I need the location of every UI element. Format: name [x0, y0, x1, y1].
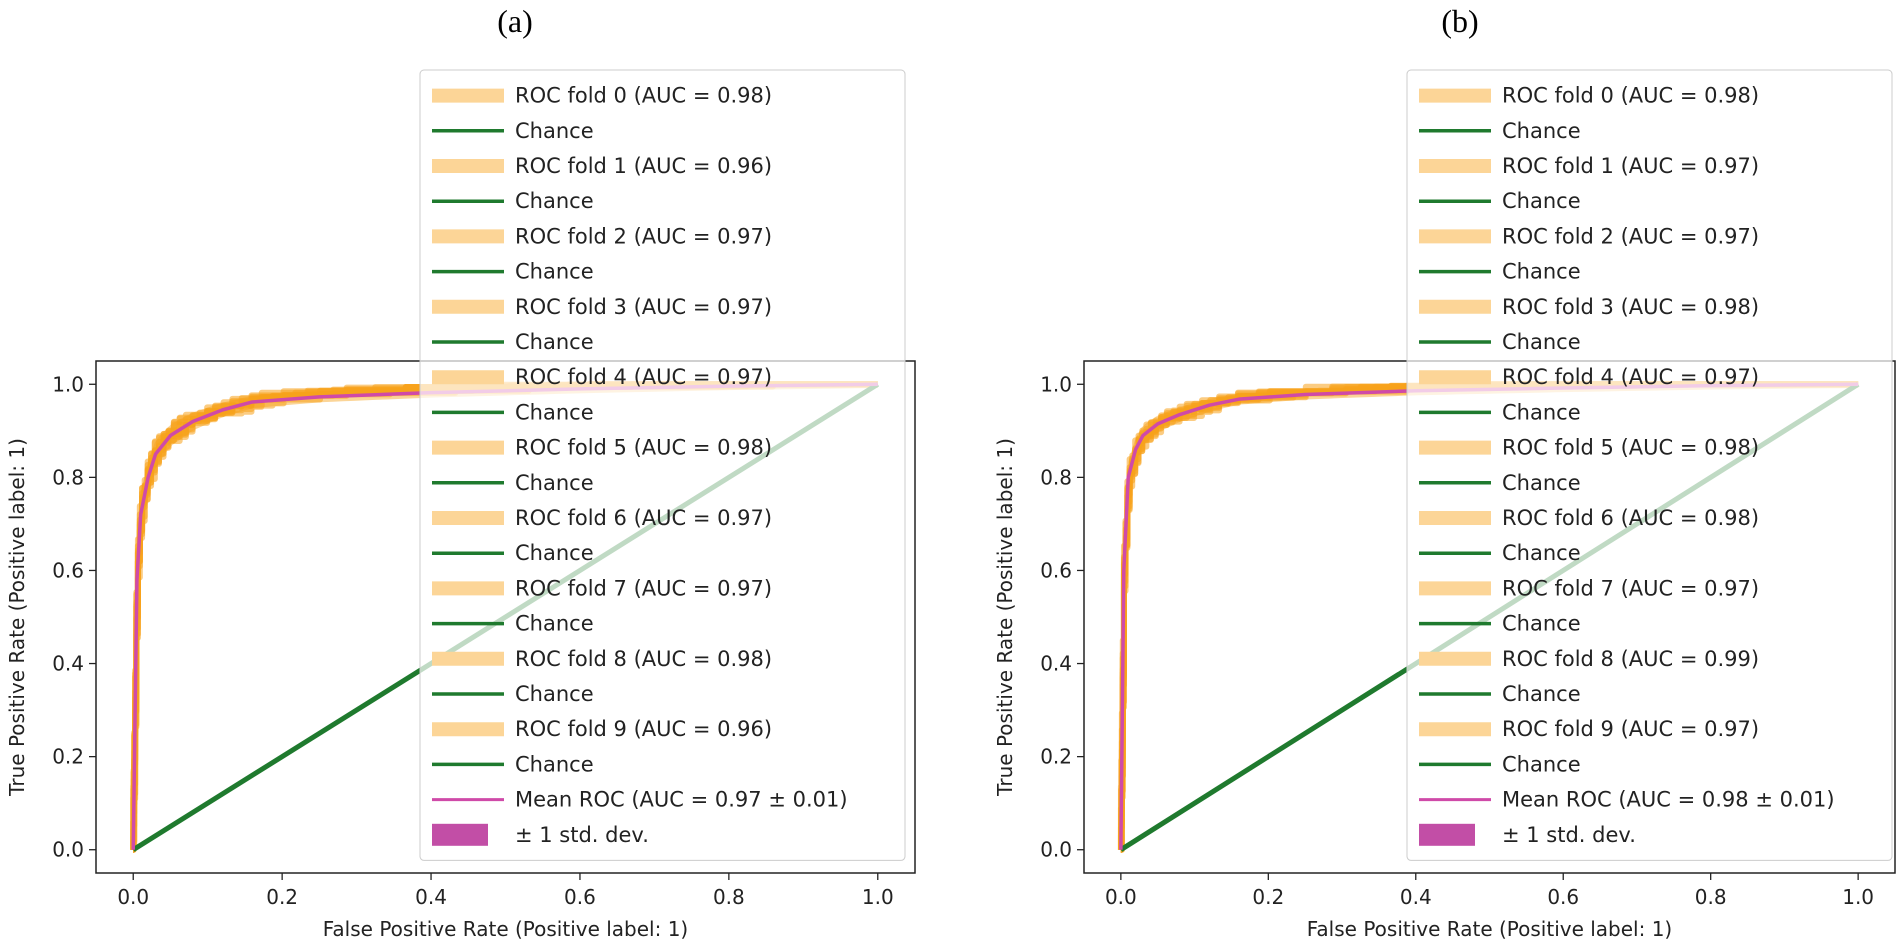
- x-tick-label: 0.6: [1547, 885, 1579, 909]
- panel-label: (b): [1441, 3, 1478, 39]
- legend-entry-label: ROC fold 1 (AUC = 0.96): [515, 154, 772, 178]
- panel-label: (a): [497, 3, 533, 39]
- chart-panel-0: (a) 0.0 0.2 0.4 0.6 0.8 1.0 0.0 0.2 0.4 0.6 0.8 1.0 F…: [5, 3, 916, 941]
- legend-box: [419, 69, 906, 861]
- legend-entry-label: ROC fold 9 (AUC = 0.96): [515, 717, 772, 741]
- legend-entry-label: Chance: [1502, 612, 1581, 636]
- x-tick-label: 1.0: [862, 885, 894, 909]
- legend-entry-label: ROC fold 4 (AUC = 0.97): [1502, 365, 1759, 389]
- legend-handle-std: [1419, 823, 1475, 846]
- legend-entry-label: Mean ROC (AUC = 0.97 ± 0.01): [515, 788, 848, 812]
- legend-entry-label: ROC fold 6 (AUC = 0.97): [515, 506, 772, 530]
- legend-entry-label: ROC fold 5 (AUC = 0.98): [515, 436, 772, 460]
- x-tick-label: 1.0: [1842, 885, 1874, 909]
- x-tick-label: 0.2: [1252, 885, 1284, 909]
- legend-entry-label: ROC fold 4 (AUC = 0.97): [515, 365, 772, 389]
- legend-box: [1406, 69, 1893, 861]
- legend-entry-label: Chance: [1502, 400, 1581, 424]
- y-tick-label: 1.0: [52, 372, 84, 396]
- y-tick-label: 0.8: [52, 465, 84, 489]
- legend: ROC fold 0 (AUC = 0.98) Chance ROC fold 1 …: [1406, 69, 1893, 861]
- legend-entry-label: ROC fold 7 (AUC = 0.97): [515, 576, 772, 600]
- legend-entry-label: ± 1 std. dev.: [515, 823, 649, 847]
- legend-entry-label: ROC fold 8 (AUC = 0.99): [1502, 647, 1759, 671]
- legend-entry-label: Chance: [1502, 260, 1581, 284]
- legend-entry-label: Chance: [1502, 682, 1581, 706]
- legend-entry-label: ROC fold 2 (AUC = 0.97): [515, 224, 772, 248]
- legend-entry-label: ROC fold 9 (AUC = 0.97): [1502, 717, 1759, 741]
- x-tick-label: 0.2: [266, 885, 298, 909]
- y-tick-label: 0.4: [52, 652, 84, 676]
- legend-entry-label: Chance: [515, 330, 594, 354]
- legend-entry-label: Chance: [515, 260, 594, 284]
- legend-entry-label: Chance: [515, 682, 594, 706]
- legend-entry-label: ROC fold 3 (AUC = 0.98): [1502, 295, 1759, 319]
- x-tick-label: 0.8: [1695, 885, 1727, 909]
- x-tick-label: 0.6: [564, 885, 596, 909]
- y-tick-label: 1.0: [1040, 372, 1072, 396]
- x-tick-label: 0.4: [1400, 885, 1432, 909]
- x-tick-label: 0.4: [415, 885, 447, 909]
- legend-entry-label: Chance: [1502, 119, 1581, 143]
- y-tick-label: 0.0: [52, 838, 84, 862]
- legend-entry-label: ROC fold 1 (AUC = 0.97): [1502, 154, 1759, 178]
- y-axis-label: True Positive Rate (Positive label: 1): [5, 438, 29, 797]
- legend-entry-label: Chance: [1502, 541, 1581, 565]
- y-axis-label: True Positive Rate (Positive label: 1): [993, 438, 1017, 797]
- x-tick-label: 0.0: [1105, 885, 1137, 909]
- y-tick-label: 0.8: [1040, 465, 1072, 489]
- legend-entry-label: Chance: [515, 541, 594, 565]
- legend-entry-label: ROC fold 2 (AUC = 0.97): [1502, 224, 1759, 248]
- legend-entry-label: Chance: [515, 119, 594, 143]
- y-tick-label: 0.2: [52, 745, 84, 769]
- legend-entry-label: ROC fold 8 (AUC = 0.98): [515, 647, 772, 671]
- legend-entry-label: ROC fold 3 (AUC = 0.97): [515, 295, 772, 319]
- legend-entry-label: ROC fold 5 (AUC = 0.98): [1502, 436, 1759, 460]
- legend-entry-label: Chance: [1502, 330, 1581, 354]
- legend-entry-label: Chance: [1502, 189, 1581, 213]
- y-tick-label: 0.4: [1040, 652, 1072, 676]
- chart-panel-1: (b) 0.0 0.2 0.4 0.6 0.8 1.0 0.0 0.2 0.4 0.6 0.8 1.0 F…: [993, 3, 1896, 941]
- x-axis-label: False Positive Rate (Positive label: 1): [323, 917, 689, 941]
- legend-entry-label: ROC fold 0 (AUC = 0.98): [1502, 84, 1759, 108]
- y-tick-label: 0.2: [1040, 745, 1072, 769]
- y-tick-label: 0.0: [1040, 838, 1072, 862]
- legend-entry-label: Chance: [515, 189, 594, 213]
- legend-entry-label: ± 1 std. dev.: [1502, 823, 1636, 847]
- legend-entry-label: Chance: [515, 400, 594, 424]
- legend-entry-label: Chance: [515, 612, 594, 636]
- x-tick-label: 0.0: [117, 885, 149, 909]
- legend-entry-label: Chance: [1502, 752, 1581, 776]
- legend: ROC fold 0 (AUC = 0.98) Chance ROC fold 1 …: [419, 69, 906, 861]
- legend-entry-label: ROC fold 0 (AUC = 0.98): [515, 84, 772, 108]
- legend-entry-label: ROC fold 6 (AUC = 0.98): [1502, 506, 1759, 530]
- y-tick-label: 0.6: [52, 558, 84, 582]
- x-tick-label: 0.8: [713, 885, 745, 909]
- legend-entry-label: Mean ROC (AUC = 0.98 ± 0.01): [1502, 788, 1835, 812]
- y-tick-label: 0.6: [1040, 558, 1072, 582]
- x-axis-label: False Positive Rate (Positive label: 1): [1307, 917, 1673, 941]
- legend-handle-std: [432, 823, 488, 846]
- legend-entry-label: Chance: [515, 752, 594, 776]
- legend-entry-label: Chance: [515, 471, 594, 495]
- legend-entry-label: Chance: [1502, 471, 1581, 495]
- legend-entry-label: ROC fold 7 (AUC = 0.97): [1502, 576, 1759, 600]
